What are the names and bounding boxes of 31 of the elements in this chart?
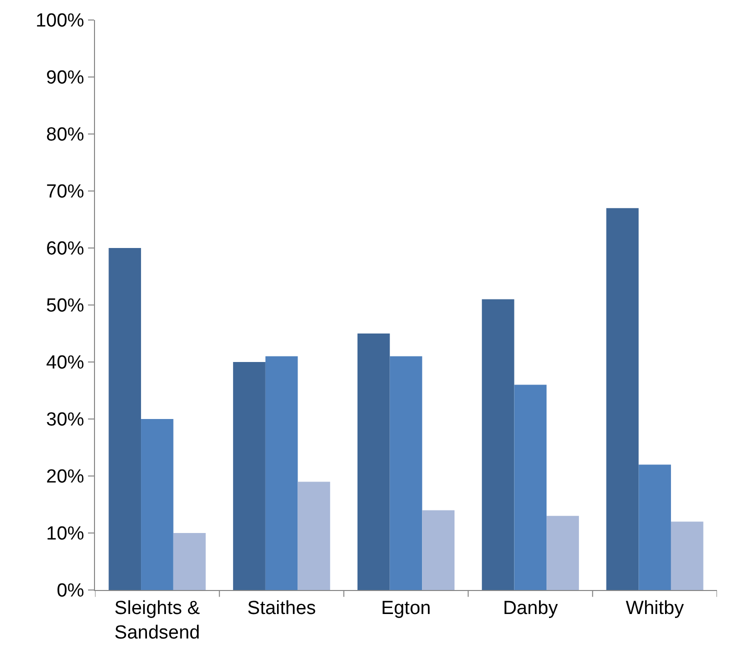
bar xyxy=(670,522,704,590)
y-tick-label: 60% xyxy=(46,238,84,260)
bar xyxy=(546,516,579,590)
bar xyxy=(173,533,206,590)
bar xyxy=(265,356,298,590)
bar xyxy=(482,299,514,590)
bar xyxy=(357,334,390,590)
x-tick-label: Egton xyxy=(381,598,431,619)
x-tick-label: Staithes xyxy=(247,598,316,619)
y-tick-label: 70% xyxy=(46,182,84,203)
bar xyxy=(606,208,639,590)
y-tick-label: 80% xyxy=(46,124,84,146)
x-tick-label: Sleights & Sandsend xyxy=(114,598,200,644)
bar xyxy=(233,362,266,590)
bar xyxy=(638,464,671,590)
bar xyxy=(390,356,422,590)
y-tick-label: 10% xyxy=(46,524,84,545)
y-tick-label: 50% xyxy=(46,296,84,317)
y-tick-label: 100% xyxy=(36,10,84,32)
y-tick-label: 40% xyxy=(46,352,84,374)
x-tick-label: Whitby xyxy=(626,598,684,619)
bar xyxy=(298,482,330,590)
bar xyxy=(141,419,174,590)
y-tick-label: 90% xyxy=(46,68,84,89)
x-tick-label: Danby xyxy=(502,598,558,619)
y-tick-label: 30% xyxy=(46,410,84,431)
bar xyxy=(514,384,547,590)
bar xyxy=(108,248,142,590)
y-tick-label: 0% xyxy=(56,580,84,602)
y-tick-label: 20% xyxy=(46,466,84,488)
bar xyxy=(422,510,455,590)
